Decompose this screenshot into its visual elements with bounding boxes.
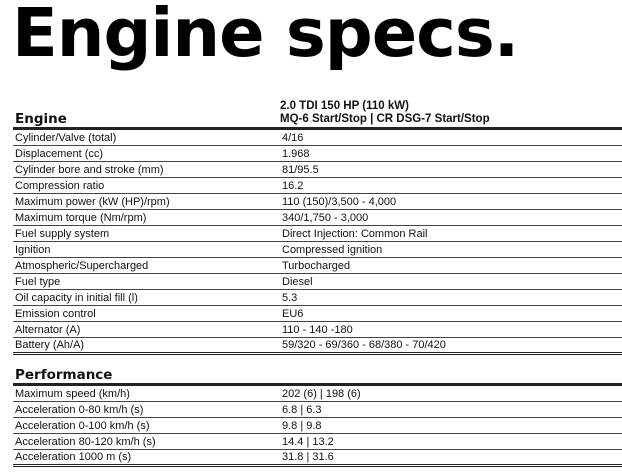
row-value: Direct Injection: Common Rail [282, 227, 428, 240]
row-value: 81/95.5 [282, 163, 319, 176]
row-label: Battery (Ah/A) [15, 339, 85, 351]
table-row: Fuel supply system Direct Injection: Comm… [13, 226, 622, 242]
engine-table-header: Engine 2.0 TDI 150 HP (110 kW) MQ-6 Star… [13, 90, 622, 130]
table-row: Acceleration 80-120 km/h (s) 14.4 | 13.2 [13, 434, 622, 450]
row-label: Fuel supply system [15, 227, 110, 240]
row-value: 6.8 | 6.3 [282, 403, 322, 416]
table-row: Acceleration 0-100 km/h (s) 9.8 | 9.8 [13, 418, 622, 434]
section-heading-performance: Performance [15, 367, 113, 383]
row-label: Displacement (cc) [15, 147, 104, 160]
row-label: Acceleration 0-80 km/h (s) [15, 403, 144, 416]
row-label: Compression ratio [15, 179, 105, 192]
table-row: Oil capacity in initial fill (l) 5.3 [13, 290, 622, 306]
row-label: Atmospheric/Supercharged [15, 259, 149, 272]
row-label: Oil capacity in initial fill (l) [15, 291, 138, 304]
table-row: Fuel type Diesel [13, 274, 622, 290]
row-value: 59/320 - 69/360 - 68/380 - 70/420 [282, 339, 446, 351]
row-value: Diesel [282, 275, 313, 288]
row-value: 1.968 [282, 147, 310, 160]
row-value: 4/16 [282, 131, 304, 144]
table-row: Cylinder/Valve (total) 4/16 [13, 130, 622, 146]
performance-table-header: Performance [13, 346, 622, 386]
table-row: Acceleration 0-80 km/h (s) 6.8 | 6.3 [13, 402, 622, 418]
row-label: Maximum torque (Nm/rpm) [15, 211, 147, 224]
table-row: Battery (Ah/A) 59/320 - 69/360 - 68/380 -… [13, 338, 622, 355]
table-row: Emission control EU6 [13, 306, 622, 322]
row-label: Maximum power (kW (HP)/rpm) [15, 195, 170, 208]
performance-table: Performance Maximum speed (km/h) 202 (6) … [13, 346, 622, 467]
column-header: 2.0 TDI 150 HP (110 kW) MQ-6 Start/Stop … [280, 100, 490, 126]
table-row: Maximum torque (Nm/rpm) 340/1,750 - 3,000 [13, 210, 622, 226]
row-value: 9.8 | 9.8 [282, 419, 322, 432]
row-label: Ignition [15, 243, 51, 256]
row-value: EU6 [282, 307, 304, 320]
row-label: Cylinder bore and stroke (mm) [15, 163, 164, 176]
column-header-line: 2.0 TDI 150 HP (110 kW) [280, 100, 409, 112]
row-label: Emission control [15, 307, 96, 320]
table-row: Maximum power (kW (HP)/rpm) 110 (150)/3,5… [13, 194, 622, 210]
row-value: Compressed ignition [282, 243, 383, 256]
row-label: Fuel type [15, 275, 61, 288]
row-value: 110 (150)/3,500 - 4,000 [282, 195, 397, 208]
row-label: Maximum speed (km/h) [15, 387, 130, 400]
row-value: Turbocharged [282, 259, 351, 272]
row-value: 31.8 | 31.6 [282, 451, 334, 463]
table-row: Acceleration 1000 m (s) 31.8 | 31.6 [13, 450, 622, 467]
row-label: Cylinder/Valve (total) [15, 131, 117, 144]
section-heading-engine: Engine [15, 111, 67, 127]
table-row: Cylinder bore and stroke (mm) 81/95.5 [13, 162, 622, 178]
row-label: Acceleration 80-120 km/h (s) [15, 435, 156, 448]
row-value: 340/1,750 - 3,000 [282, 211, 369, 224]
table-row: Maximum speed (km/h) 202 (6) | 198 (6) [13, 386, 622, 402]
engine-table: Engine 2.0 TDI 150 HP (110 kW) MQ-6 Star… [13, 90, 622, 355]
table-row: Compression ratio 16.2 [13, 178, 622, 194]
table-row: Displacement (cc) 1.968 [13, 146, 622, 162]
table-row: Atmospheric/Supercharged Turbocharged [13, 258, 622, 274]
column-header-line: MQ-6 Start/Stop | CR DSG-7 Start/Stop [280, 113, 490, 125]
row-value: 110 - 140 -180 [282, 323, 353, 336]
row-label: Alternator (A) [15, 323, 81, 336]
row-label: Acceleration 0-100 km/h (s) [15, 419, 150, 432]
table-row: Ignition Compressed ignition [13, 242, 622, 258]
page-title: Engine specs. [12, 0, 519, 72]
row-value: 16.2 [282, 179, 304, 192]
row-value: 202 (6) | 198 (6) [282, 387, 361, 400]
row-value: 14.4 | 13.2 [282, 435, 334, 448]
table-row: Alternator (A) 110 - 140 -180 [13, 322, 622, 338]
row-value: 5.3 [282, 291, 298, 304]
row-label: Acceleration 1000 m (s) [15, 451, 132, 463]
